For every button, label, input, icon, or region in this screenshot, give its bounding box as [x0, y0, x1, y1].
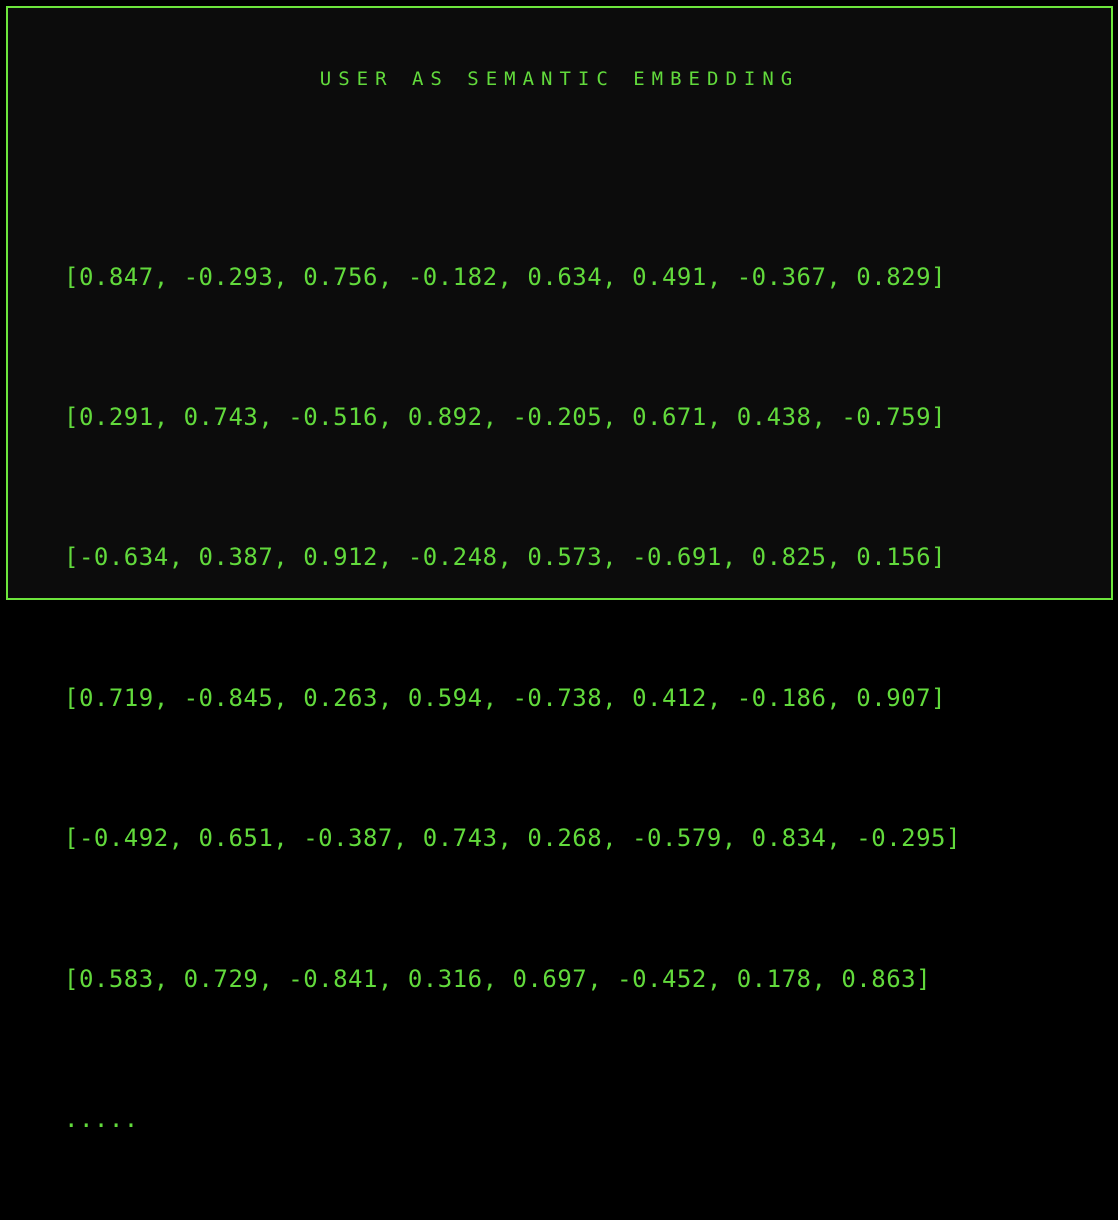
page-title: USER AS SEMANTIC EMBEDDING: [8, 68, 1111, 90]
embedding-row: [0.719, -0.845, 0.263, 0.594, -0.738, 0.…: [64, 675, 1111, 722]
embedding-row: [0.291, 0.743, -0.516, 0.892, -0.205, 0.…: [64, 394, 1111, 441]
terminal-panel: USER AS SEMANTIC EMBEDDING [0.847, -0.29…: [6, 6, 1113, 600]
embedding-row: [-0.634, 0.387, 0.912, -0.248, 0.573, -0…: [64, 534, 1111, 581]
embedding-row: [0.847, -0.293, 0.756, -0.182, 0.634, 0.…: [64, 254, 1111, 301]
ellipsis-row: .....: [64, 1096, 1111, 1143]
embedding-rows-list: [0.847, -0.293, 0.756, -0.182, 0.634, 0.…: [64, 160, 1111, 1220]
embedding-row: [-0.492, 0.651, -0.387, 0.743, 0.268, -0…: [64, 815, 1111, 862]
embedding-row: [0.583, 0.729, -0.841, 0.316, 0.697, -0.…: [64, 956, 1111, 1003]
